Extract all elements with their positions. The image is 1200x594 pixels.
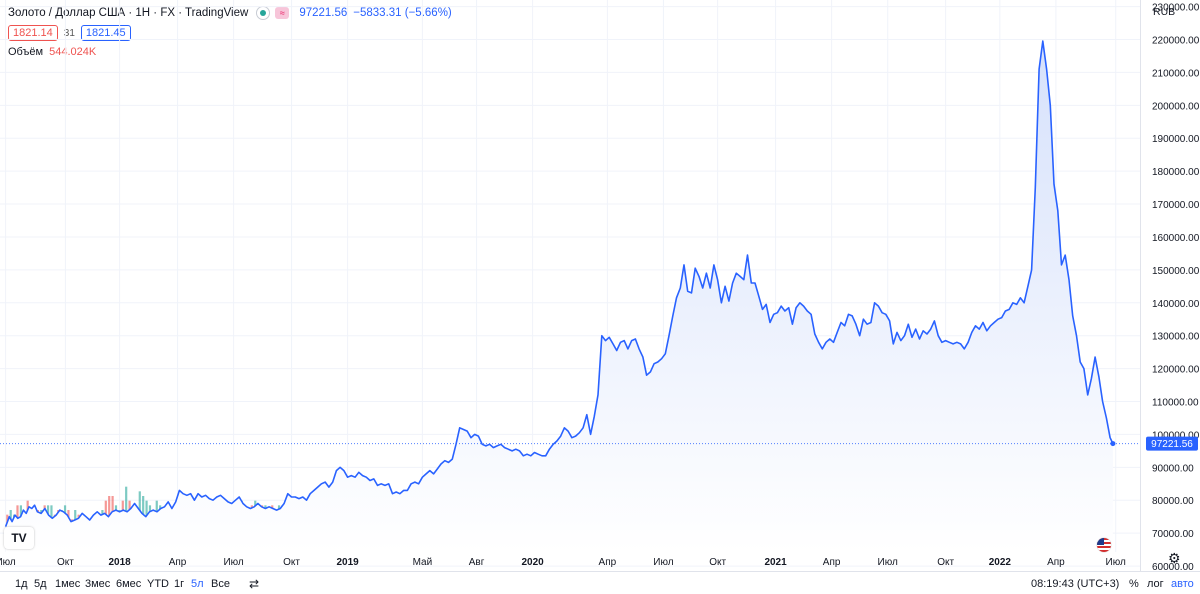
time-tick-label: 2020	[521, 557, 544, 568]
settings-gear-icon[interactable]: ⚙	[1168, 550, 1181, 566]
price-tick-label: 160000.00	[1152, 233, 1200, 244]
price-tick-label: 200000.00	[1152, 101, 1200, 112]
time-tick-label: Авг	[469, 557, 485, 568]
price-line	[4, 40, 1114, 527]
timeframe-1y[interactable]: 1г	[174, 578, 185, 590]
time-tick-label: Июл	[0, 557, 16, 568]
price-tick-label: 70000.00	[1152, 529, 1194, 540]
time-tick-label: Май	[413, 557, 433, 568]
spread-value: 31	[63, 27, 75, 39]
price-tick-label: 220000.00	[1152, 35, 1200, 46]
time-tick-label: Апр	[169, 557, 187, 568]
price-tick-label: 140000.00	[1152, 299, 1200, 310]
price-tick-label: 80000.00	[1152, 496, 1194, 507]
price-tick-label: 180000.00	[1152, 167, 1200, 178]
volume-label: Объём	[8, 46, 44, 58]
bottom-toolbar: 1д 5д 1мес 3мес 6мес YTD 1г 5л Все ⇄ 08:…	[0, 574, 1200, 594]
price-tick-label: 210000.00	[1152, 68, 1200, 79]
price-tick-label: 130000.00	[1152, 332, 1200, 343]
price-tick-label: 60000.00	[1152, 562, 1194, 571]
price-tick-label: 110000.00	[1152, 398, 1199, 409]
time-tick-label: 2019	[336, 557, 359, 568]
delayed-data-icon[interactable]: ≈	[275, 7, 290, 19]
time-tick-label: Июл	[1106, 557, 1126, 568]
time-tick-label: Июл	[223, 557, 243, 568]
timeframe-5d[interactable]: 5д	[34, 578, 47, 590]
price-tick-label: 170000.00	[1152, 200, 1200, 211]
price-tick-label: 190000.00	[1152, 134, 1200, 145]
time-tick-label: 2021	[764, 557, 787, 568]
quote-row: 1821.14 31 1821.45	[8, 25, 131, 41]
bottom-divider	[0, 571, 1200, 572]
auto-scale-toggle[interactable]: авто	[1171, 578, 1194, 590]
price-tick-label: 150000.00	[1152, 266, 1200, 277]
timeframe-1d[interactable]: 1д	[15, 578, 28, 590]
currency-label[interactable]: RUB	[1153, 6, 1176, 18]
chart-legend: Золото / Доллар США · 1Н · FX · TradingV…	[0, 0, 1140, 60]
time-tick-label: Июл	[878, 557, 898, 568]
timeframe-3m[interactable]: 3мес	[85, 578, 111, 590]
sell-button[interactable]: 1821.14	[8, 25, 58, 41]
price-chart[interactable]: 60000.00 70000.00 80000.00 90000.00 100000.0…	[0, 0, 1200, 571]
timeframe-ytd[interactable]: YTD	[147, 578, 169, 590]
volume-legend[interactable]: Объём 544.024K	[8, 46, 96, 58]
time-tick-label: Апр	[823, 557, 841, 568]
us-flag-icon[interactable]	[1097, 538, 1111, 552]
tradingview-logo[interactable]: TV	[4, 527, 34, 549]
time-tick-label: Июл	[653, 557, 673, 568]
time-tick-label: Апр	[1047, 557, 1065, 568]
price-change-text: −5833.31 (−5.66%)	[353, 7, 452, 19]
percent-scale-toggle[interactable]: %	[1129, 578, 1139, 590]
time-tick-label: Апр	[599, 557, 617, 568]
timeframe-1m[interactable]: 1мес	[55, 578, 81, 590]
log-scale-toggle[interactable]: лог	[1147, 578, 1164, 590]
clock-display[interactable]: 08:19:43 (UTC+3)	[1031, 578, 1120, 590]
date-range-icon[interactable]: ⇄	[249, 577, 260, 591]
volume-value: 544.024K	[49, 46, 97, 58]
price-tick-label: 230000.00	[1152, 3, 1200, 14]
timeframe-6m[interactable]: 6мес	[116, 578, 142, 590]
last-price-tag-text: 97221.56	[1151, 439, 1193, 450]
time-tick-label: Окт	[283, 557, 300, 568]
time-tick-label: Окт	[709, 557, 726, 568]
last-price-dot	[1110, 441, 1116, 447]
time-tick-label: Окт	[937, 557, 954, 568]
timeframe-5y[interactable]: 5л	[191, 578, 204, 590]
symbol-title[interactable]: Золото / Доллар США · 1Н · FX · TradingV…	[8, 7, 249, 19]
price-tick-label: 90000.00	[1152, 463, 1194, 474]
symbol-row[interactable]: Золото / Доллар США · 1Н · FX · TradingV…	[8, 6, 452, 20]
last-price-text: 97221.56	[299, 7, 348, 19]
buy-button[interactable]: 1821.45	[80, 25, 131, 41]
time-tick-label: 2022	[989, 557, 1012, 568]
price-area-fill	[5, 41, 1113, 552]
time-tick-label: 2018	[108, 557, 131, 568]
price-tick-label: 100000.00	[1152, 430, 1200, 441]
price-axis-border	[1140, 0, 1141, 571]
time-tick-label: Окт	[57, 557, 74, 568]
price-tick-label: 120000.00	[1152, 365, 1200, 376]
last-price-tag	[1146, 436, 1198, 451]
timeframe-all[interactable]: Все	[211, 578, 230, 590]
